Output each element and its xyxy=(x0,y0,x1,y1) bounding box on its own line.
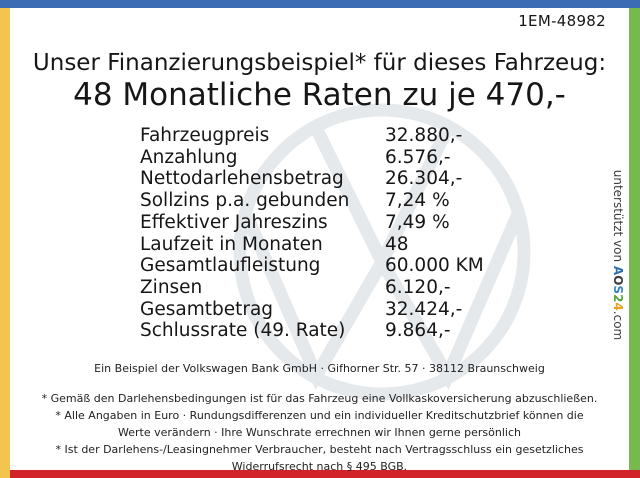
financing-table: Fahrzeugpreis 32.880,- Anzahlung 6.576,-… xyxy=(140,125,484,342)
table-row-value: 7,24 % xyxy=(385,190,450,212)
table-row-label: Nettodarlehensbetrag xyxy=(140,168,344,190)
supported-by-text: unterstützt von xyxy=(611,169,625,266)
aos24-logo-letter: O xyxy=(611,275,625,286)
table-row-value: 7,49 % xyxy=(385,211,450,233)
frame-left-bar xyxy=(0,8,10,478)
frame-bottom-bar xyxy=(10,470,640,478)
footnote-withdrawal-right: * Ist der Darlehens-/Leasingnehmer Verbr… xyxy=(55,443,584,473)
vw-logo-icon xyxy=(233,103,531,401)
table-row-value: 32.424,- xyxy=(385,298,463,320)
table-row-label: Effektiver Jahreszins xyxy=(140,211,328,233)
table-row-label: Gesamtlaufleistung xyxy=(140,255,321,277)
table-row-label: Schlussrate (49. Rate) xyxy=(140,320,346,342)
table-row-label: Laufzeit in Monaten xyxy=(140,233,323,255)
footnote-euro-rounding: * Alle Angaben in Euro · Rundungsdiffere… xyxy=(55,409,584,439)
table-row-label: Fahrzeugpreis xyxy=(140,125,270,146)
table-row-label: Gesamtbetrag xyxy=(140,298,274,320)
table-row-label: Sollzins p.a. gebunden xyxy=(140,190,350,212)
frame-right-bar xyxy=(629,8,640,470)
table-row-value: 48 xyxy=(385,233,409,255)
table-row-label: Anzahlung xyxy=(140,146,238,168)
aos24-logo-letter: S xyxy=(611,285,625,295)
table-row-value: 9.864,- xyxy=(385,320,451,342)
table-row-value: 26.304,- xyxy=(385,168,463,190)
rate-headline: 48 Monatliche Raten zu je 470,- xyxy=(73,77,566,113)
document-number: 1EM-48982 xyxy=(518,12,606,30)
footnote-insurance: * Gemäß den Darlehensbedingungen ist für… xyxy=(41,392,598,405)
aos24-logo-letter: 4 xyxy=(611,302,625,311)
frame-top-bar xyxy=(0,0,640,8)
table-row-label: Zinsen xyxy=(140,276,203,298)
table-row-value: 32.880,- xyxy=(385,125,463,146)
table-row-value: 6.120,- xyxy=(385,276,451,298)
table-row-value: 60.000 KM xyxy=(385,255,484,277)
brand-domain-suffix: .com xyxy=(611,310,625,341)
bank-address-line: Ein Beispiel der Volkswagen Bank GmbH · … xyxy=(94,362,545,375)
table-row-value: 6.576,- xyxy=(385,146,451,168)
aos24-logo-letter: A xyxy=(611,265,625,276)
supported-by-credit: unterstützt von AOS24.com xyxy=(610,160,626,350)
page-title: Unser Finanzierungsbeispiel* für dieses … xyxy=(32,50,607,76)
